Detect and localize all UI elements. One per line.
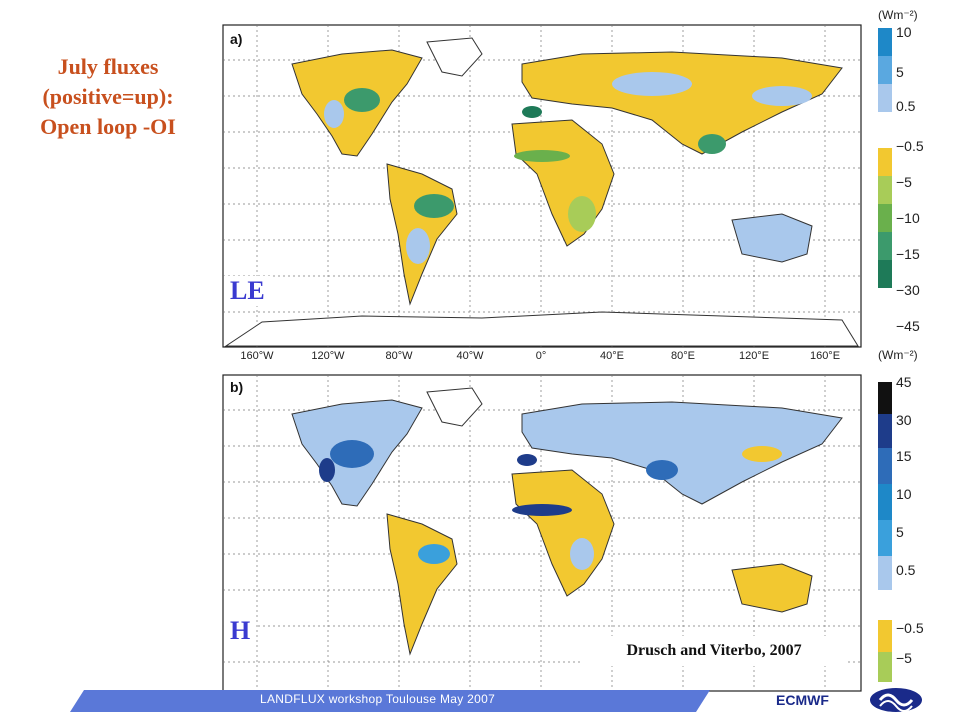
australia — [731, 563, 813, 613]
units-label-a: (Wm⁻²) — [878, 8, 918, 22]
lon-label: 80°E — [671, 350, 695, 362]
colorbar-tick: 0.5 — [896, 98, 916, 114]
colorbar-tick: −0.5 — [896, 138, 924, 154]
lon-label: 80°W — [385, 350, 413, 362]
colorbar-tick: 5 — [896, 64, 904, 80]
colorbar-swatch — [878, 204, 892, 232]
lon-label: 120°W — [311, 350, 345, 362]
lon-label: 120°E — [738, 350, 770, 362]
colorbar-tick: −5 — [896, 650, 912, 666]
colorbar-tick: −5 — [896, 174, 912, 190]
colorbar-tick: −45 — [896, 318, 920, 334]
colorbar-gap — [878, 590, 892, 620]
greenland — [426, 37, 483, 77]
map-panel-le: a) — [222, 24, 862, 348]
colorbar-swatch — [878, 484, 892, 520]
colorbar-swatch — [878, 382, 892, 414]
colorbar-swatch — [878, 260, 892, 288]
antarctica — [224, 311, 859, 347]
colorbar-swatch — [878, 28, 892, 56]
colorbar-tick: 0.5 — [896, 562, 916, 578]
colorbar-swatch — [878, 84, 892, 112]
citation: Drusch and Viterbo, 2007 — [580, 636, 848, 666]
h-label: H — [224, 616, 257, 646]
colorbar-swatch — [878, 232, 892, 260]
footer-workshop: LANDFLUX workshop Toulouse May 2007 — [260, 692, 496, 706]
colorbar-swatch — [878, 556, 892, 590]
colorbar-le — [878, 28, 892, 288]
colorbar-swatch — [878, 520, 892, 556]
colorbar-swatch — [878, 652, 892, 682]
colorbar-swatch — [878, 620, 892, 652]
le-label: LE — [224, 276, 271, 306]
ecmwf-logo-icon — [870, 688, 922, 712]
title-line-1: July fluxes — [57, 54, 159, 79]
colorbar-h — [878, 382, 892, 682]
org-name: ECMWF — [776, 692, 829, 708]
colorbar-tick: −15 — [896, 246, 920, 262]
flux-patches — [319, 440, 782, 570]
colorbar-tick: 5 — [896, 524, 904, 540]
europe-asia — [521, 401, 843, 505]
lon-label: 160°E — [809, 350, 841, 362]
footer-band — [70, 690, 710, 712]
colorbar-swatch — [878, 176, 892, 204]
colorbar-swatch — [878, 56, 892, 84]
colorbar-tick: 10 — [896, 24, 912, 40]
title-line-2: (positive=up): — [42, 84, 174, 109]
panel-a-tag: a) — [230, 31, 242, 47]
colorbar-tick: −30 — [896, 282, 920, 298]
panel-b-tag: b) — [230, 379, 243, 395]
colorbar-swatch — [878, 148, 892, 176]
colorbar-swatch — [878, 414, 892, 448]
lon-label: 40°W — [456, 350, 484, 362]
map-panel-h: b) — [222, 374, 862, 692]
colorbar-gap — [878, 112, 892, 148]
slide-title: July fluxes (positive=up): Open loop -OI — [8, 52, 208, 142]
lon-label: 40°E — [600, 350, 624, 362]
colorbar-swatch — [878, 448, 892, 484]
colorbar-tick: 45 — [896, 374, 912, 390]
flux-patches — [324, 72, 812, 264]
lon-label: 0° — [535, 350, 547, 362]
greenland — [426, 387, 483, 427]
colorbar-tick: 15 — [896, 448, 912, 464]
colorbar-tick: 10 — [896, 486, 912, 502]
lon-label: 160°W — [240, 350, 274, 362]
colorbar-tick: −10 — [896, 210, 920, 226]
units-label-b: (Wm⁻²) — [878, 348, 918, 362]
australia — [731, 213, 813, 263]
colorbar-tick: −0.5 — [896, 620, 924, 636]
title-line-3: Open loop -OI — [40, 114, 176, 139]
colorbar-tick: 30 — [896, 412, 912, 428]
